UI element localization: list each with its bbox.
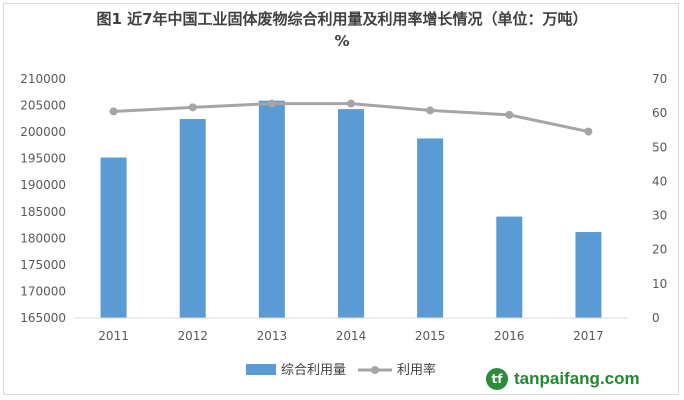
watermark-text: tanpaifang.com bbox=[514, 369, 640, 388]
left-axis-tick-label: 175000 bbox=[20, 258, 66, 272]
line-point bbox=[584, 127, 593, 136]
line-point bbox=[109, 107, 118, 116]
x-axis-tick-label: 2016 bbox=[494, 329, 525, 343]
left-axis-tick-label: 205000 bbox=[20, 99, 66, 113]
bar bbox=[100, 157, 127, 318]
legend-swatch-marker bbox=[371, 366, 379, 374]
x-axis-tick-label: 2012 bbox=[177, 329, 208, 343]
right-axis-tick-label: 0 bbox=[652, 311, 660, 325]
x-axis-tick-label: 2017 bbox=[573, 329, 604, 343]
bar bbox=[496, 216, 523, 318]
bar bbox=[258, 100, 285, 318]
chart-title-line2: % bbox=[334, 32, 350, 50]
line-point bbox=[426, 106, 435, 115]
left-axis-tick-label: 180000 bbox=[20, 231, 66, 245]
left-axis-tick-label: 185000 bbox=[20, 205, 66, 219]
right-axis-tick-label: 30 bbox=[652, 209, 667, 223]
left-axis-tick-label: 170000 bbox=[20, 284, 66, 298]
left-axis-tick-label: 190000 bbox=[20, 178, 66, 192]
line-series bbox=[109, 99, 593, 136]
left-axis-tick-label: 200000 bbox=[20, 125, 66, 139]
right-axis-tick-label: 20 bbox=[652, 243, 667, 257]
line-point bbox=[347, 99, 355, 108]
bar bbox=[338, 109, 364, 318]
x-axis-tick-label: 2011 bbox=[98, 329, 129, 343]
line-point bbox=[188, 103, 197, 112]
bar bbox=[575, 232, 602, 318]
legend-label-line: 利用率 bbox=[397, 362, 436, 378]
right-axis-tick-label: 10 bbox=[652, 277, 667, 291]
x-axis-tick-label: 2014 bbox=[336, 329, 367, 343]
x-axis-ticks: 2011 2012 2013 2014 2015 2016 2017 bbox=[98, 329, 603, 343]
tanpaifang-logo-icon: tf bbox=[486, 368, 508, 390]
left-axis-tick-label: 165000 bbox=[20, 311, 66, 325]
legend: 综合利用量 利用率 bbox=[246, 362, 436, 378]
left-axis-tick-label: 195000 bbox=[20, 152, 66, 166]
x-axis-tick-label: 2015 bbox=[415, 329, 446, 343]
bar bbox=[417, 138, 444, 318]
right-axis-tick-label: 60 bbox=[652, 106, 667, 120]
chart-title: 图1 近7年中国工业固体废物综合利用量及利用率增长情况（单位：万吨） % bbox=[0, 8, 684, 52]
right-axis-tick-label: 70 bbox=[652, 72, 667, 86]
right-axis-tick-label: 50 bbox=[652, 140, 667, 154]
bar-series bbox=[100, 100, 602, 318]
line-point bbox=[505, 110, 514, 119]
line-point bbox=[267, 99, 276, 108]
chart-title-line1: 图1 近7年中国工业固体废物综合利用量及利用率增长情况（单位：万吨） bbox=[96, 10, 588, 28]
legend-label-bar: 综合利用量 bbox=[281, 363, 346, 378]
left-axis-tick-label: 210000 bbox=[20, 72, 66, 86]
bar bbox=[179, 119, 206, 318]
right-axis-ticks: 0 10 20 30 40 50 60 70 bbox=[652, 72, 667, 325]
left-axis-ticks: 165000 170000 175000 180000 185000 190000 1950… bbox=[20, 72, 66, 325]
x-axis-tick-label: 2013 bbox=[257, 329, 288, 343]
watermark: tf tanpaifang.com bbox=[486, 366, 640, 392]
legend-swatch-bar bbox=[246, 364, 276, 375]
right-axis-tick-label: 40 bbox=[652, 174, 667, 188]
